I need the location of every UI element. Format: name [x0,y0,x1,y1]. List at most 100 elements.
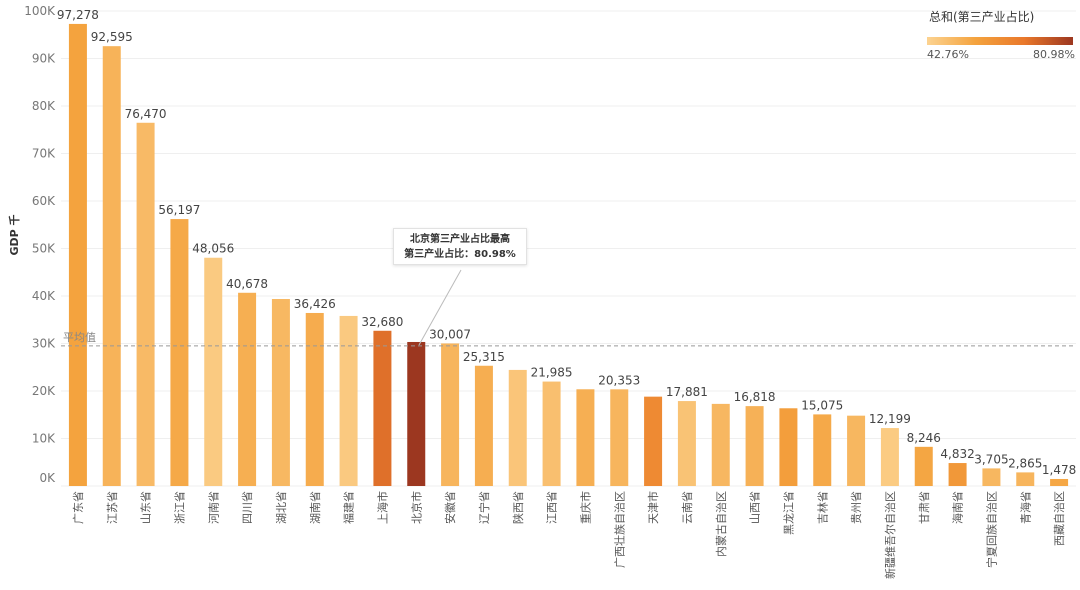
data-label: 25,315 [463,350,505,364]
bar [948,463,967,486]
data-label: 20,353 [598,373,640,387]
x-tick-label: 江西省 [546,491,559,524]
y-tick-label: 10K [32,432,56,446]
data-label: 2,865 [1008,456,1042,470]
data-label: 4,832 [940,447,974,461]
data-label: 30,007 [429,327,471,341]
bar [339,315,358,486]
bar [711,403,730,486]
x-tick-label: 河南省 [207,491,220,524]
legend-min-label: 42.76% [927,48,969,61]
legend-title: 总和(第三产业占比) [929,10,1035,24]
bar [914,446,933,486]
bar [847,415,866,486]
x-tick-label: 广西壮族自治区 [612,491,626,568]
x-tick-label: 新疆维吾尔自治区 [883,491,897,579]
annotation-connector [418,269,462,346]
bar [880,428,899,486]
x-tick-label: 西藏自治区 [1052,491,1066,546]
x-tick-label: 天津市 [646,491,660,524]
bars [68,23,1069,487]
x-tick-label: 广东省 [72,491,85,524]
legend-gradient [927,37,1073,45]
x-tick-label: 黑龙江省 [782,491,795,535]
y-tick-label: 90K [32,52,56,66]
x-tick-label: 江苏省 [106,491,119,524]
bar [779,408,798,486]
x-tick-label: 北京市 [409,491,423,524]
average-reference: 平均值 [61,331,1076,347]
bar [677,401,696,486]
data-label: 17,881 [666,385,708,399]
bar [1050,478,1069,486]
data-label: 48,056 [192,242,234,256]
bar [474,365,493,486]
bar [136,122,155,486]
data-label: 97,278 [57,8,99,22]
y-tick-label: 80K [32,99,56,113]
data-label: 16,818 [734,390,776,404]
data-label: 40,678 [226,277,268,291]
data-label: 32,680 [361,315,403,329]
bar [644,396,663,486]
x-tick-label: 内蒙古自治区 [714,491,728,557]
data-label: 12,199 [869,412,911,426]
x-tick-label: 湖北省 [275,491,288,524]
data-label: 76,470 [125,107,167,121]
x-tick-label: 重庆市 [578,491,592,524]
y-axis-ticks: 0K 10K 20K 30K 40K 50K 60K 70K 80K 90K 100K [24,4,56,485]
y-tick-label: 50K [32,242,56,256]
bar [271,299,290,486]
y-tick-label: 20K [32,384,56,398]
x-tick-label: 浙江省 [173,491,186,524]
y-tick-label: 60K [32,194,56,208]
bar [204,257,223,486]
x-tick-label: 青海省 [1018,491,1032,524]
annotation-line-1: 北京第三产业占比最高 [410,234,510,245]
bar [170,219,189,486]
x-tick-label: 四川省 [241,491,254,524]
y-tick-label: 0K [39,471,56,485]
data-label: 15,075 [801,398,843,412]
annotation-callout: 北京第三产业占比最高 第三产业占比：80.98% [393,228,527,265]
gridlines [61,10,1076,487]
bar [610,389,629,486]
data-label: 8,246 [907,431,941,445]
x-tick-label: 山东省 [140,491,153,524]
data-label: 1,478 [1042,463,1076,477]
data-label: 21,985 [531,366,573,380]
annotation-line-2: 第三产业占比：80.98% [404,249,516,260]
y-tick-label: 100K [24,4,56,18]
bar [813,414,832,486]
x-tick-label: 吉林省 [815,491,829,524]
bar [982,468,1001,486]
bar [508,369,527,486]
x-tick-label: 湖南省 [309,491,322,524]
x-tick-label: 辽宁省 [477,491,491,524]
x-tick-label: 陕西省 [511,491,525,524]
bar [68,23,87,486]
bar [102,46,121,487]
data-label: 36,426 [294,297,336,311]
x-tick-label: 云南省 [681,491,694,524]
bar [542,381,561,486]
bar [238,292,257,486]
y-tick-label: 40K [32,289,56,303]
bar [441,343,460,486]
y-tick-label: 70K [32,147,56,161]
bar [745,406,764,486]
data-label: 92,595 [91,30,133,44]
x-tick-label: 贵州省 [850,491,863,524]
x-tick-label: 上海市 [375,491,389,524]
y-axis-title: GDP 千 [7,214,21,255]
x-tick-label: 甘肃省 [918,491,931,524]
bar [576,389,595,486]
x-tick-label: 福建省 [342,491,356,524]
x-tick-label: 宁夏回族自治区 [984,491,998,568]
bar [373,330,392,486]
color-legend: 总和(第三产业占比) 42.76% 80.98% [927,8,1075,61]
average-label: 平均值 [63,331,96,344]
data-label: 56,197 [158,203,200,217]
bar [1016,472,1035,486]
